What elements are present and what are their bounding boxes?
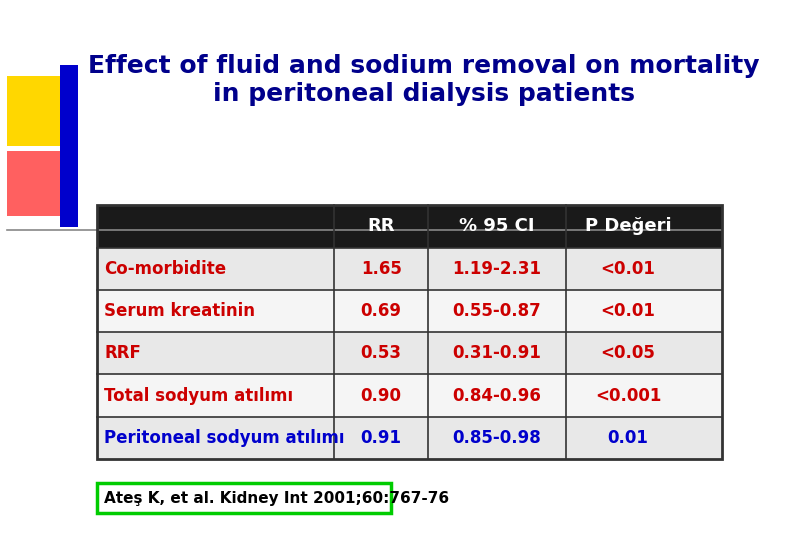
Text: P Değeri: P Değeri: [585, 217, 671, 235]
Text: 0.31-0.91: 0.31-0.91: [452, 345, 541, 362]
Text: 0.55-0.87: 0.55-0.87: [453, 302, 541, 320]
Text: Co-morbidite: Co-morbidite: [104, 260, 226, 278]
Text: 0.84-0.96: 0.84-0.96: [452, 387, 541, 404]
Text: <0.05: <0.05: [601, 345, 655, 362]
FancyBboxPatch shape: [96, 205, 722, 247]
Text: Effect of fluid and sodium removal on mortality
in peritoneal dialysis patients: Effect of fluid and sodium removal on mo…: [88, 54, 760, 106]
FancyBboxPatch shape: [96, 290, 722, 332]
Text: Total sodyum atılımı: Total sodyum atılımı: [104, 387, 293, 404]
Text: 0.90: 0.90: [360, 387, 402, 404]
Text: RRF: RRF: [104, 345, 141, 362]
Text: 0.01: 0.01: [608, 429, 649, 447]
Text: 0.69: 0.69: [360, 302, 402, 320]
Text: 1.65: 1.65: [360, 260, 402, 278]
Text: Peritoneal sodyum atılımı: Peritoneal sodyum atılımı: [104, 429, 345, 447]
Text: Ateş K, et al. Kidney Int 2001;60:767-76: Ateş K, et al. Kidney Int 2001;60:767-76: [104, 491, 450, 505]
Text: <0.01: <0.01: [601, 260, 655, 278]
FancyBboxPatch shape: [96, 374, 722, 417]
Text: Serum kreatinin: Serum kreatinin: [104, 302, 255, 320]
FancyBboxPatch shape: [96, 247, 722, 290]
Text: <0.01: <0.01: [601, 302, 655, 320]
Text: 1.19-2.31: 1.19-2.31: [452, 260, 541, 278]
Text: <0.001: <0.001: [595, 387, 661, 404]
FancyBboxPatch shape: [7, 151, 59, 216]
FancyBboxPatch shape: [96, 483, 390, 513]
Text: 0.85-0.98: 0.85-0.98: [453, 429, 541, 447]
FancyBboxPatch shape: [96, 332, 722, 374]
FancyBboxPatch shape: [96, 417, 722, 459]
FancyBboxPatch shape: [7, 76, 59, 146]
Text: % 95 CI: % 95 CI: [459, 217, 535, 235]
FancyBboxPatch shape: [59, 65, 78, 227]
Text: RR: RR: [368, 217, 395, 235]
Text: 0.53: 0.53: [360, 345, 402, 362]
Text: 0.91: 0.91: [360, 429, 402, 447]
